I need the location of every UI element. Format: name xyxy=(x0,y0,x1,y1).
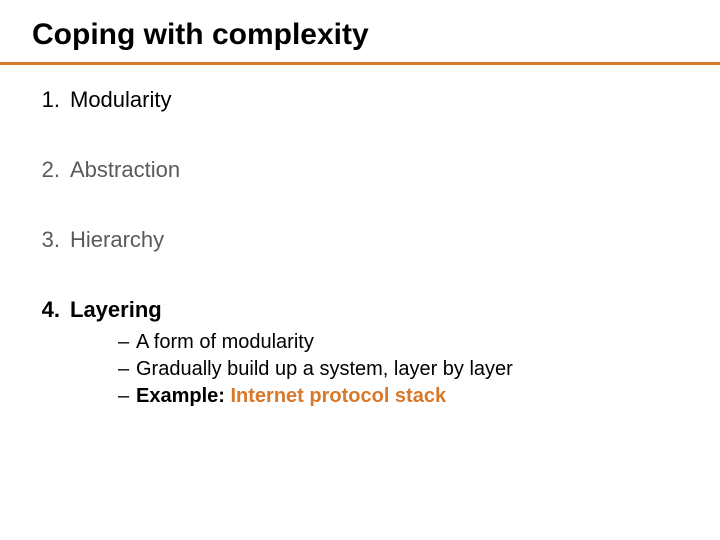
sublist: – A form of modularity – Gradually build… xyxy=(40,331,680,408)
list-text: Modularity xyxy=(70,87,680,113)
sub-text: A form of modularity xyxy=(136,331,680,354)
sub-bold-value: Internet protocol stack xyxy=(230,385,446,407)
list-number: 4. xyxy=(40,297,70,323)
sub-text: Example: Internet protocol stack xyxy=(136,385,680,408)
list-item: 2. Abstraction xyxy=(40,157,680,183)
list-text: Hierarchy xyxy=(70,227,680,253)
sub-item: – Gradually build up a system, layer by … xyxy=(118,358,680,381)
slide: Coping with complexity 1. Modularity 2. … xyxy=(0,0,720,540)
sub-item: – A form of modularity xyxy=(118,331,680,354)
list-text: Abstraction xyxy=(70,157,680,183)
sub-dash: – xyxy=(118,358,136,381)
list-item: 1. Modularity xyxy=(40,87,680,113)
slide-content: 1. Modularity 2. Abstraction 3. Hierarch… xyxy=(0,65,720,408)
list-item: 4. Layering xyxy=(40,297,680,323)
list-item: 3. Hierarchy xyxy=(40,227,680,253)
list-number: 1. xyxy=(40,87,70,113)
list-text: Layering xyxy=(70,297,680,323)
list-number: 2. xyxy=(40,157,70,183)
sub-text: Gradually build up a system, layer by la… xyxy=(136,358,680,381)
slide-title: Coping with complexity xyxy=(0,18,720,62)
sub-item: – Example: Internet protocol stack xyxy=(118,385,680,408)
sub-dash: – xyxy=(118,385,136,408)
list-number: 3. xyxy=(40,227,70,253)
sub-bold-label: Example: xyxy=(136,385,230,407)
sub-dash: – xyxy=(118,331,136,354)
